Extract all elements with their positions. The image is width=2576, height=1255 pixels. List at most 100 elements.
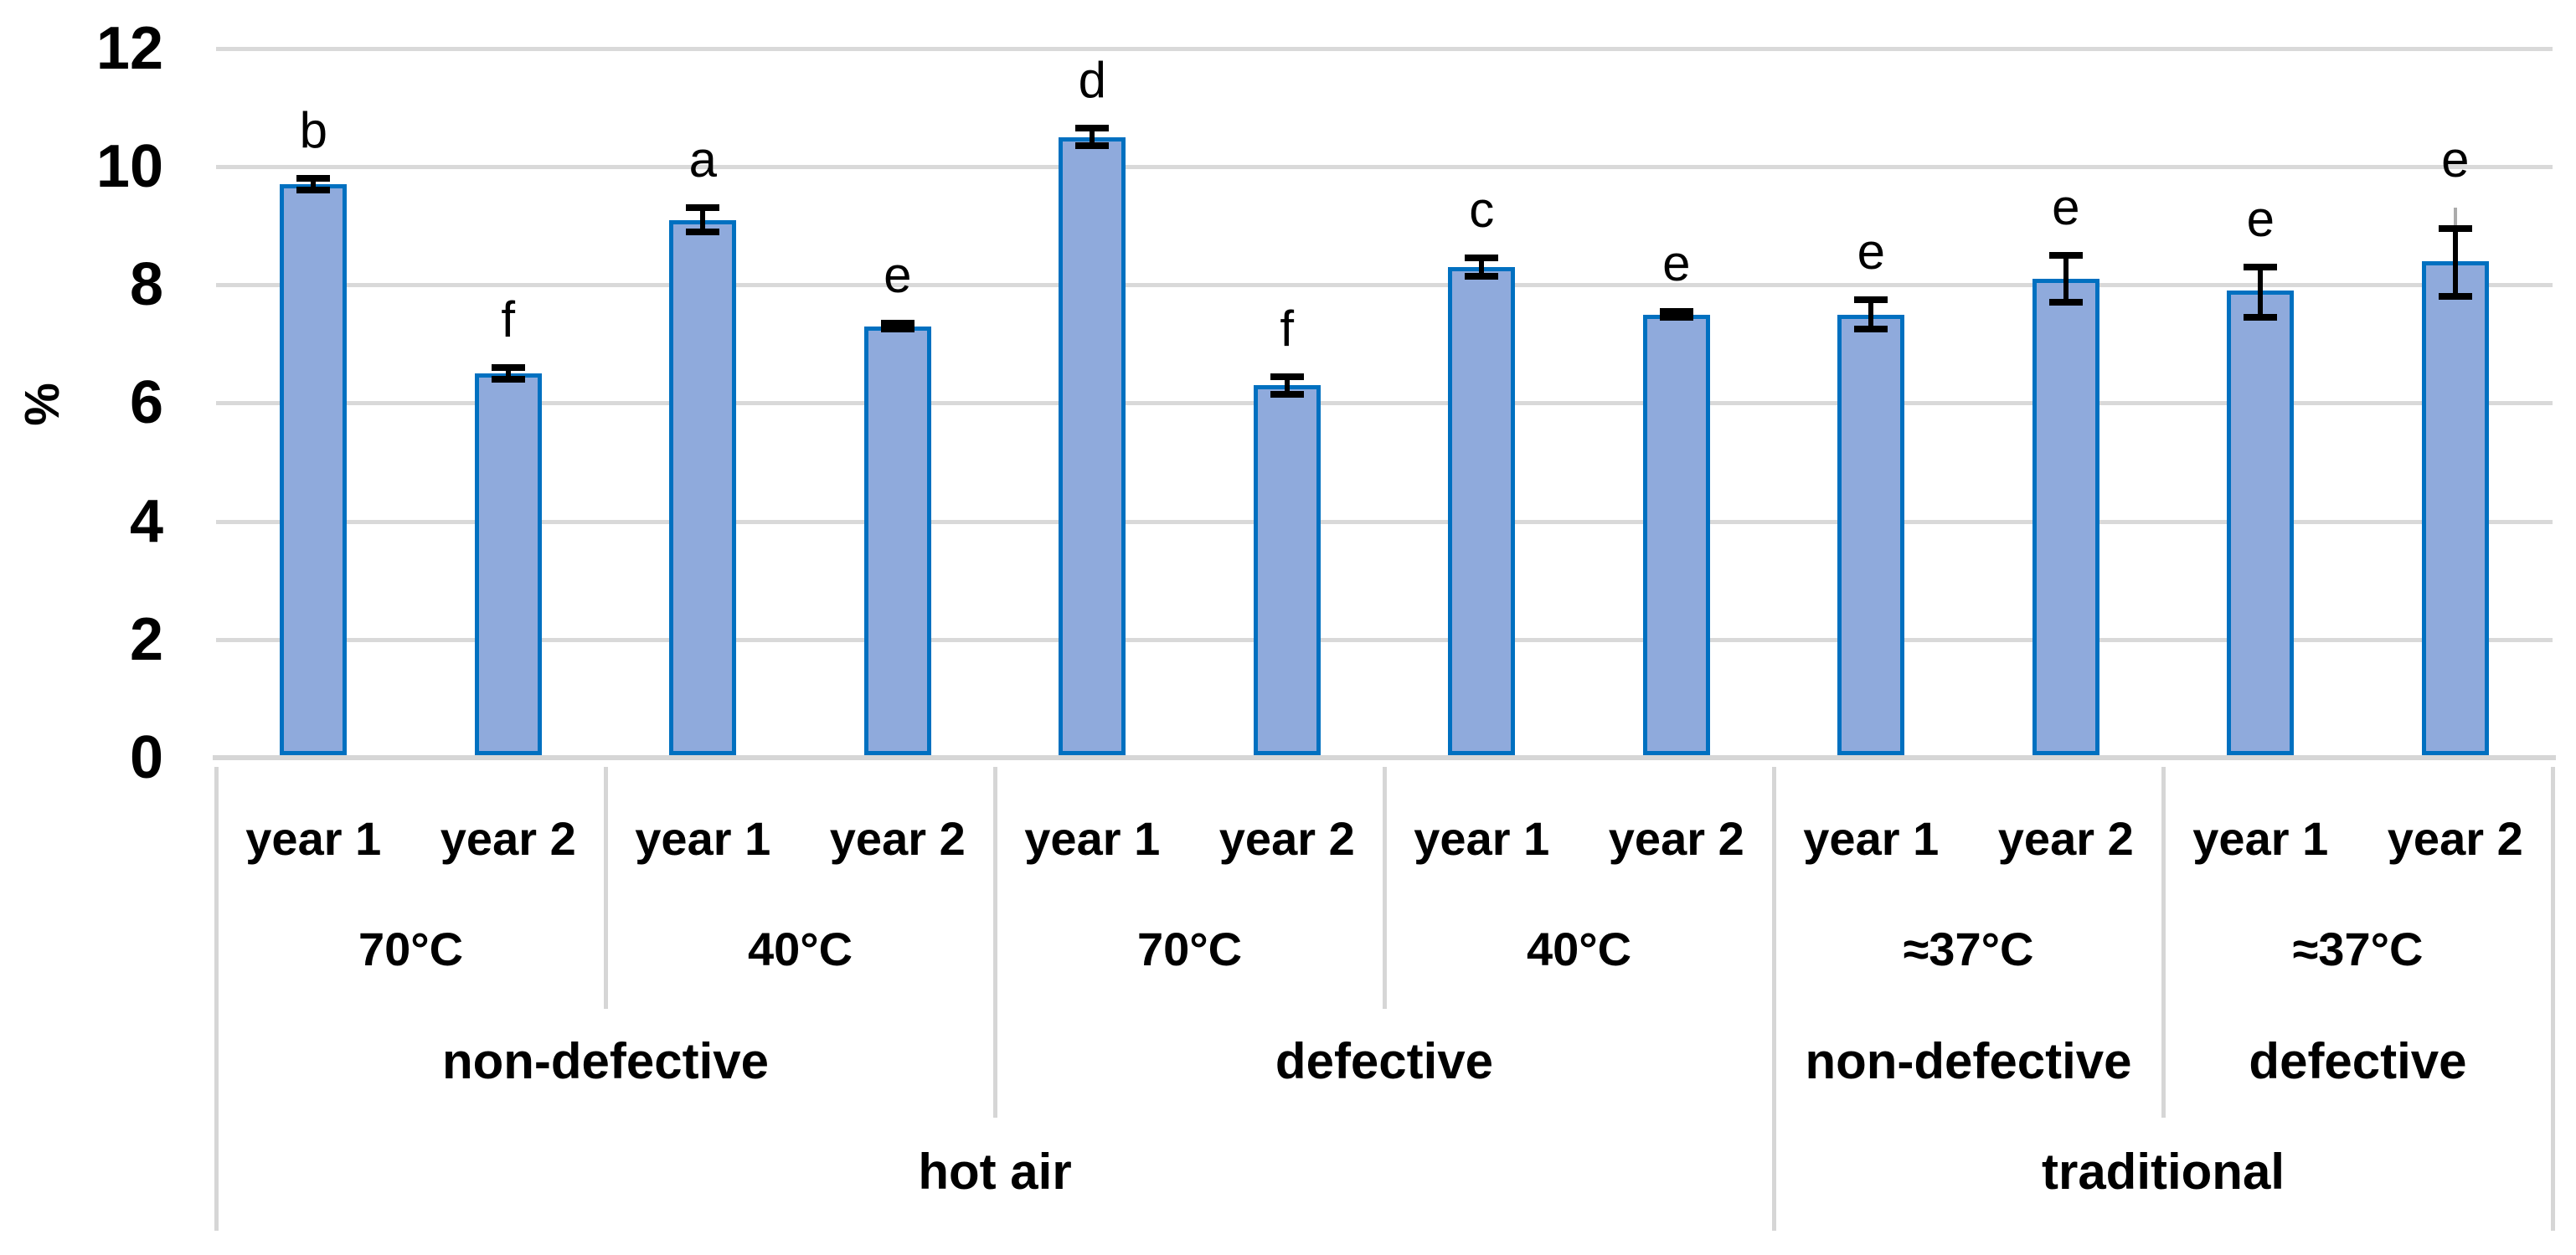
year-label: year 2 <box>440 812 576 865</box>
error-bar <box>1284 376 1290 394</box>
year-label: year 2 <box>1997 812 2134 865</box>
year-label: year 1 <box>245 812 382 865</box>
gridline <box>216 283 2553 288</box>
error-bar-bottom-cap <box>1465 272 1499 280</box>
significance-letter: d <box>1078 52 1106 109</box>
error-bar-bottom-cap <box>880 326 914 333</box>
error-bar-top-cap <box>1659 307 1693 315</box>
error-bar-bottom-cap <box>686 228 720 235</box>
error-bar-bottom-cap <box>2048 299 2083 306</box>
bar <box>669 219 737 755</box>
significance-letter: e <box>1662 234 1691 291</box>
error-bar <box>1090 128 1095 147</box>
y-tick-label: 12 <box>95 14 163 82</box>
error-bar-top-cap <box>1854 296 1888 303</box>
significance-letter: e <box>2246 191 2275 248</box>
category-separator-line <box>2161 767 2166 1118</box>
significance-letter: e <box>884 247 912 304</box>
condition-label: defective <box>1275 1033 1494 1089</box>
y-tick-label: 6 <box>129 369 163 437</box>
error-bar <box>1479 258 1485 276</box>
y-tick-label: 4 <box>129 487 163 555</box>
bar <box>1253 385 1321 755</box>
error-bar-top-cap <box>1270 373 1304 380</box>
condition-label: non-defective <box>441 1033 770 1089</box>
bar <box>2421 260 2489 755</box>
error-bar <box>700 208 706 232</box>
y-tick-label: 0 <box>129 724 163 791</box>
y-tick-label: 8 <box>129 251 163 319</box>
bar <box>474 373 542 755</box>
bar <box>2227 291 2295 755</box>
error-bar <box>2258 267 2264 318</box>
error-bar-bottom-cap <box>491 376 525 383</box>
temperature-label: ≈37°C <box>1903 923 2034 975</box>
error-bar-bottom-cap <box>1075 142 1110 150</box>
bar <box>1642 314 1710 755</box>
significance-letter: b <box>299 102 327 159</box>
error-bar-bottom-cap <box>2438 293 2472 301</box>
significance-letter: e <box>1857 223 1885 280</box>
year-label: year 1 <box>2192 812 2329 865</box>
temperature-label: 40°C <box>747 923 853 975</box>
year-label: year 1 <box>1803 812 1940 865</box>
error-bar-top-cap <box>686 204 720 212</box>
bar <box>1448 267 1516 755</box>
category-separator-line <box>993 767 997 1118</box>
category-separator-line <box>1383 767 1387 1009</box>
year-label: year 1 <box>635 812 771 865</box>
temperature-label: 40°C <box>1526 923 1632 975</box>
condition-label: non-defective <box>1805 1033 2132 1089</box>
error-bar-top-cap <box>296 175 331 183</box>
significance-letter: a <box>688 131 717 188</box>
x-axis-line <box>213 755 2556 760</box>
error-bar-bottom-cap <box>296 187 331 194</box>
significance-letter: c <box>1469 182 1495 239</box>
category-separator-line <box>1772 767 1776 1231</box>
year-label: year 1 <box>1024 812 1161 865</box>
bar <box>2032 279 2099 755</box>
error-bar <box>2063 255 2069 303</box>
y-tick-label: 2 <box>129 605 163 673</box>
error-bar-top-cap <box>880 320 914 327</box>
gridline <box>216 519 2553 524</box>
error-bar <box>505 368 511 380</box>
error-bar-top-cap <box>491 364 525 372</box>
gridline <box>216 637 2553 642</box>
year-label: year 2 <box>1608 812 1744 865</box>
temperature-label: ≈37°C <box>2292 923 2424 975</box>
category-separator-line <box>604 767 608 1009</box>
gridline <box>216 401 2553 406</box>
bar <box>1059 136 1126 755</box>
gridline <box>216 46 2553 51</box>
error-bar-bottom-cap <box>1270 390 1304 398</box>
error-bar-top-cap <box>2048 251 2083 259</box>
significance-letter: f <box>501 291 516 348</box>
error-bar-top-cap <box>2244 264 2278 271</box>
method-label: traditional <box>2041 1144 2285 1200</box>
bar <box>863 326 931 755</box>
condition-label: defective <box>2249 1033 2467 1089</box>
significance-letter: e <box>2052 178 2080 235</box>
temperature-label: 70°C <box>1136 923 1243 975</box>
temperature-label: 70°C <box>358 923 464 975</box>
year-label: year 2 <box>2387 812 2523 865</box>
error-bar-top-cap <box>2438 225 2472 233</box>
category-separator-line <box>214 767 219 1231</box>
category-separator-line <box>2551 767 2555 1231</box>
significance-letter: f <box>1280 300 1295 357</box>
gridline <box>216 165 2553 169</box>
year-label: year 1 <box>1414 812 1550 865</box>
error-bar-top-cap <box>1465 255 1499 262</box>
error-bar <box>311 178 317 191</box>
bar <box>1837 314 1905 755</box>
bar <box>280 184 348 755</box>
year-label: year 2 <box>1218 812 1355 865</box>
significance-letter: e <box>2441 131 2470 188</box>
y-tick-label: 10 <box>95 133 163 200</box>
error-bar-bottom-cap <box>1659 314 1693 321</box>
error-bar-top-cap <box>1075 125 1110 132</box>
method-label: hot air <box>918 1144 1072 1200</box>
error-bar <box>2452 229 2458 297</box>
